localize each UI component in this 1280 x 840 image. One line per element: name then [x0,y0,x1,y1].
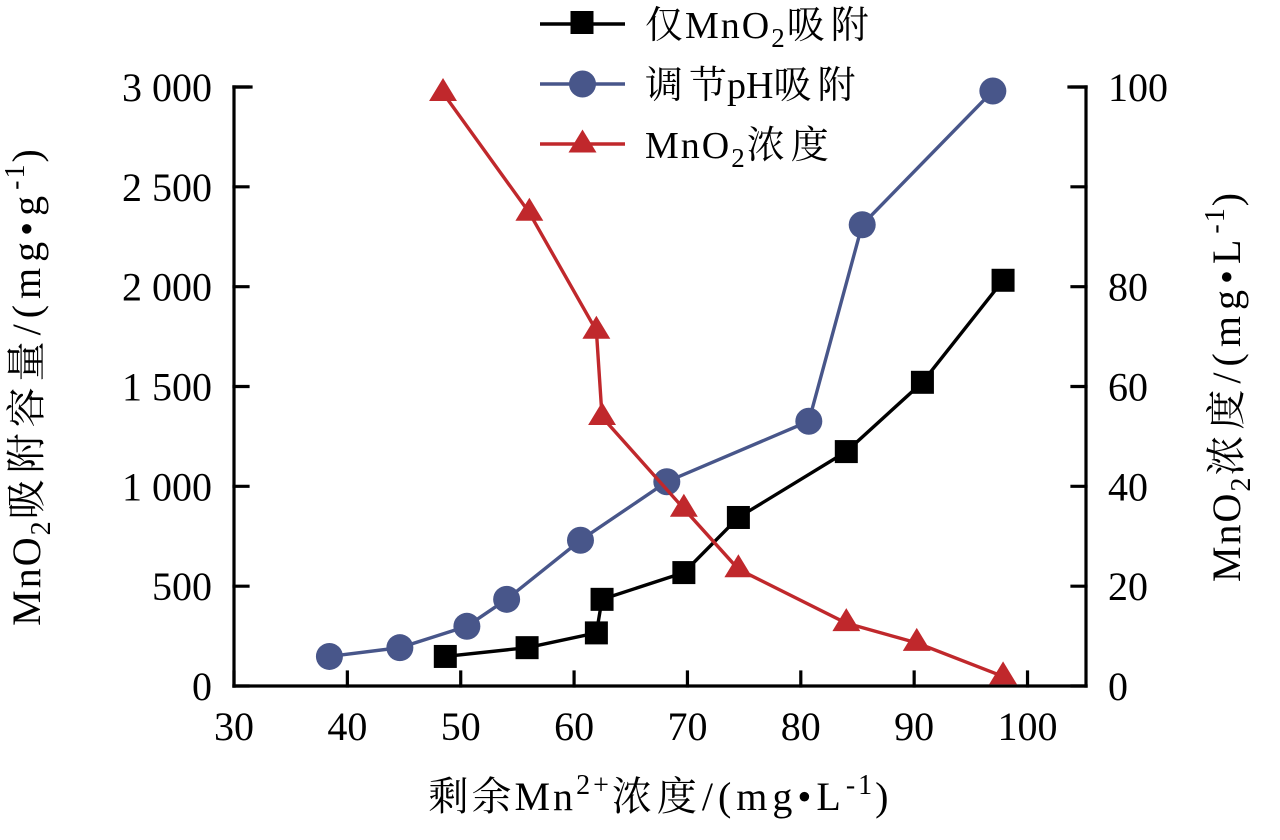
svg-text:2 000: 2 000 [122,265,212,310]
svg-text:80: 80 [1108,265,1148,310]
svg-text:50: 50 [441,704,481,749]
svg-text:90: 90 [894,704,934,749]
svg-text:0: 0 [1108,664,1128,709]
svg-text:500: 500 [152,564,212,609]
svg-text:100: 100 [1108,65,1168,110]
svg-text:60: 60 [1108,365,1148,410]
svg-text:剩余Mn2+浓度/(mg•L-1): 剩余Mn2+浓度/(mg•L-1) [428,770,891,819]
svg-text:2 500: 2 500 [122,165,212,210]
svg-text:80: 80 [781,704,821,749]
svg-text:1 000: 1 000 [122,464,212,509]
svg-text:0: 0 [192,664,212,709]
svg-text:1 500: 1 500 [122,365,212,410]
svg-text:20: 20 [1108,564,1148,609]
svg-text:30: 30 [214,704,254,749]
svg-text:100: 100 [998,704,1058,749]
svg-text:MnO2浓度/(mg•L-1): MnO2浓度/(mg•L-1) [1200,191,1257,582]
svg-text:60: 60 [554,704,594,749]
svg-text:3 000: 3 000 [122,65,212,110]
svg-text:70: 70 [667,704,707,749]
svg-text:仅MnO2吸附: 仅MnO2吸附 [645,5,875,53]
svg-text:40: 40 [327,704,367,749]
svg-text:40: 40 [1108,464,1148,509]
svg-text:MnO2吸附容量/(mg•g-1): MnO2吸附容量/(mg•g-1) [0,147,57,626]
